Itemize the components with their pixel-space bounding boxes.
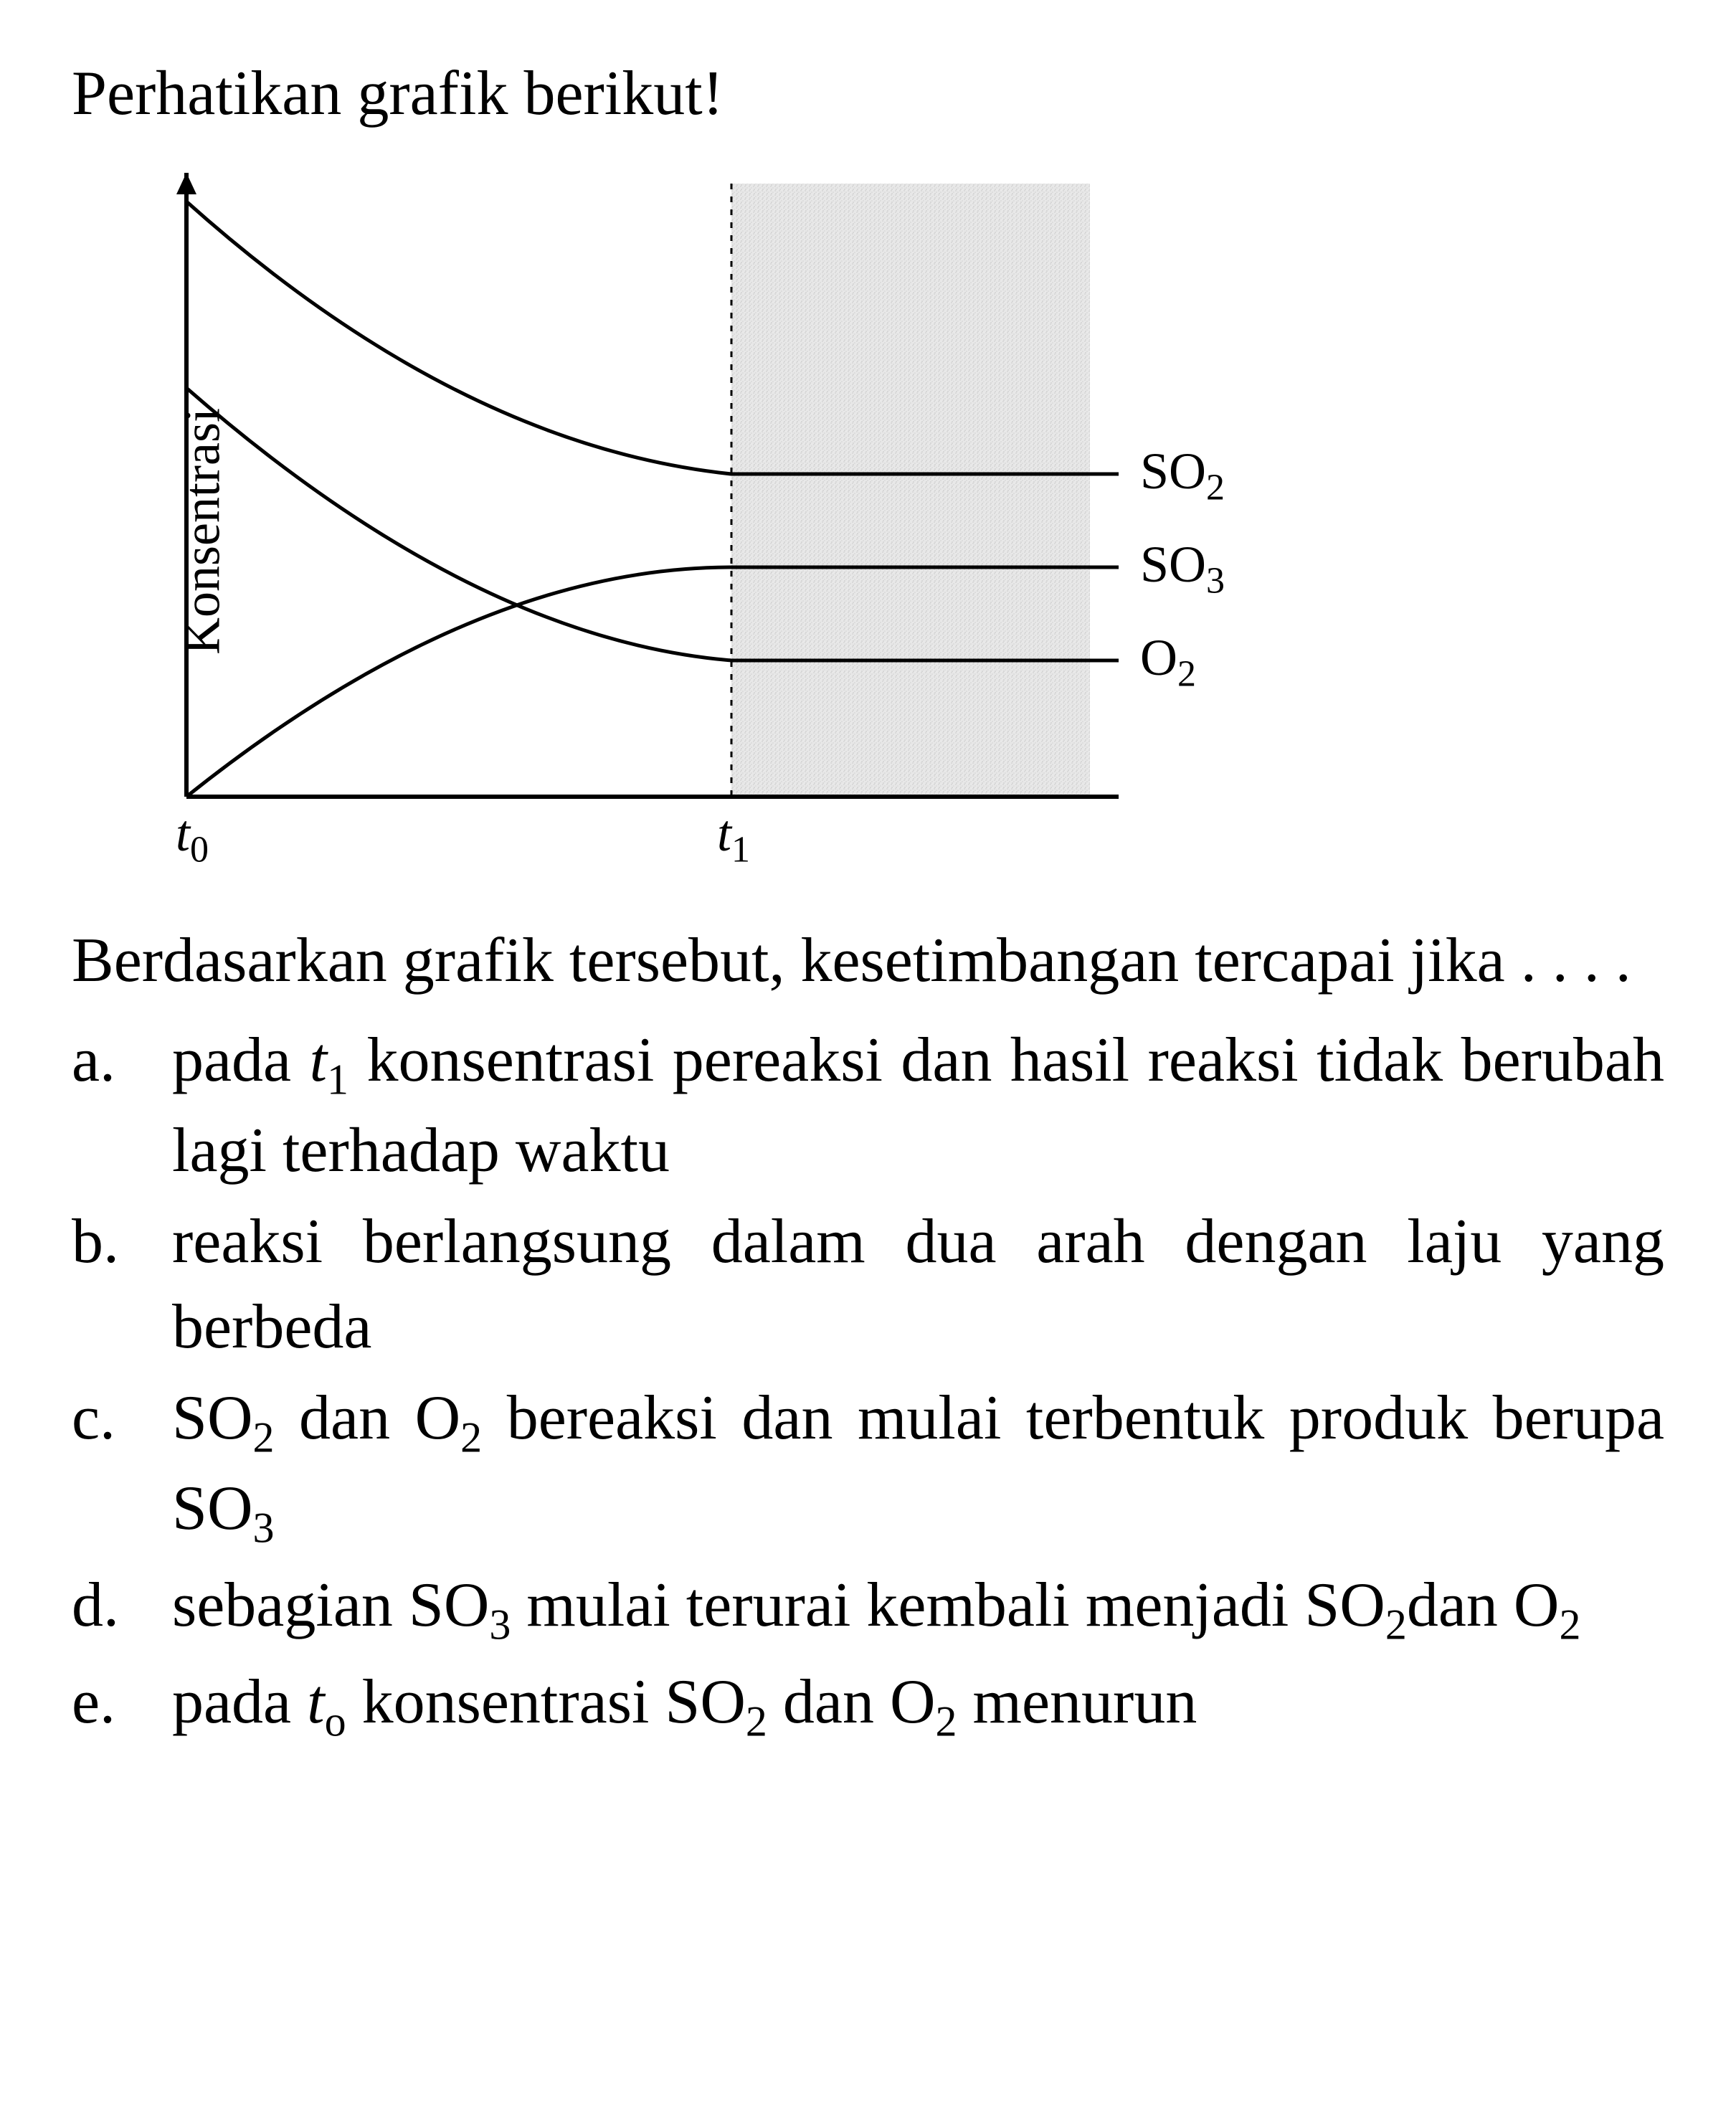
option-letter: a. <box>72 1018 172 1194</box>
option-text: SO2 dan O2 bereaksi dan mulai terbentuk … <box>172 1376 1664 1558</box>
option-letter: e. <box>72 1660 172 1751</box>
shaded-region <box>731 184 1090 797</box>
option-text: pada t1 konsentrasi pereaksi dan hasil r… <box>172 1018 1664 1194</box>
curve-label-so3: SO3 <box>1140 535 1225 602</box>
option-letter: c. <box>72 1376 172 1558</box>
y-axis-arrow-icon <box>176 173 196 194</box>
options-list: a. pada t1 konsentrasi pereaksi dan hasi… <box>72 1018 1664 1750</box>
option-letter: b. <box>72 1200 172 1370</box>
option-a: a. pada t1 konsentrasi pereaksi dan hasi… <box>72 1018 1664 1194</box>
page-title: Perhatikan grafik berikut! <box>72 57 1664 130</box>
question-text: Berdasarkan grafik tersebut, kesetimbang… <box>72 919 1664 1004</box>
option-text: sebagian SO3 mulai terurai kembali menja… <box>172 1563 1664 1654</box>
option-letter: d. <box>72 1563 172 1654</box>
chart-svg <box>172 173 1176 833</box>
curve-label-so2: SO2 <box>1140 442 1225 508</box>
option-b: b. reaksi berlangsung dalam dua arah den… <box>72 1200 1664 1370</box>
option-d: d. sebagian SO3 mulai terurai kembali me… <box>72 1563 1664 1654</box>
x-tick-t1: t1 <box>717 804 750 871</box>
option-text: pada to konsentrasi SO2 dan O2 menurun <box>172 1660 1664 1751</box>
curve-label-o2: O2 <box>1140 628 1196 695</box>
option-c: c. SO2 dan O2 bereaksi dan mulai terbent… <box>72 1376 1664 1558</box>
option-e: e. pada to konsentrasi SO2 dan O2 menuru… <box>72 1660 1664 1751</box>
option-text: reaksi berlangsung dalam dua arah dengan… <box>172 1200 1664 1370</box>
x-tick-t0: t0 <box>176 804 209 871</box>
equilibrium-chart: Konsentrasi SO2 SO3 O2 t0 t1 <box>115 173 1334 890</box>
